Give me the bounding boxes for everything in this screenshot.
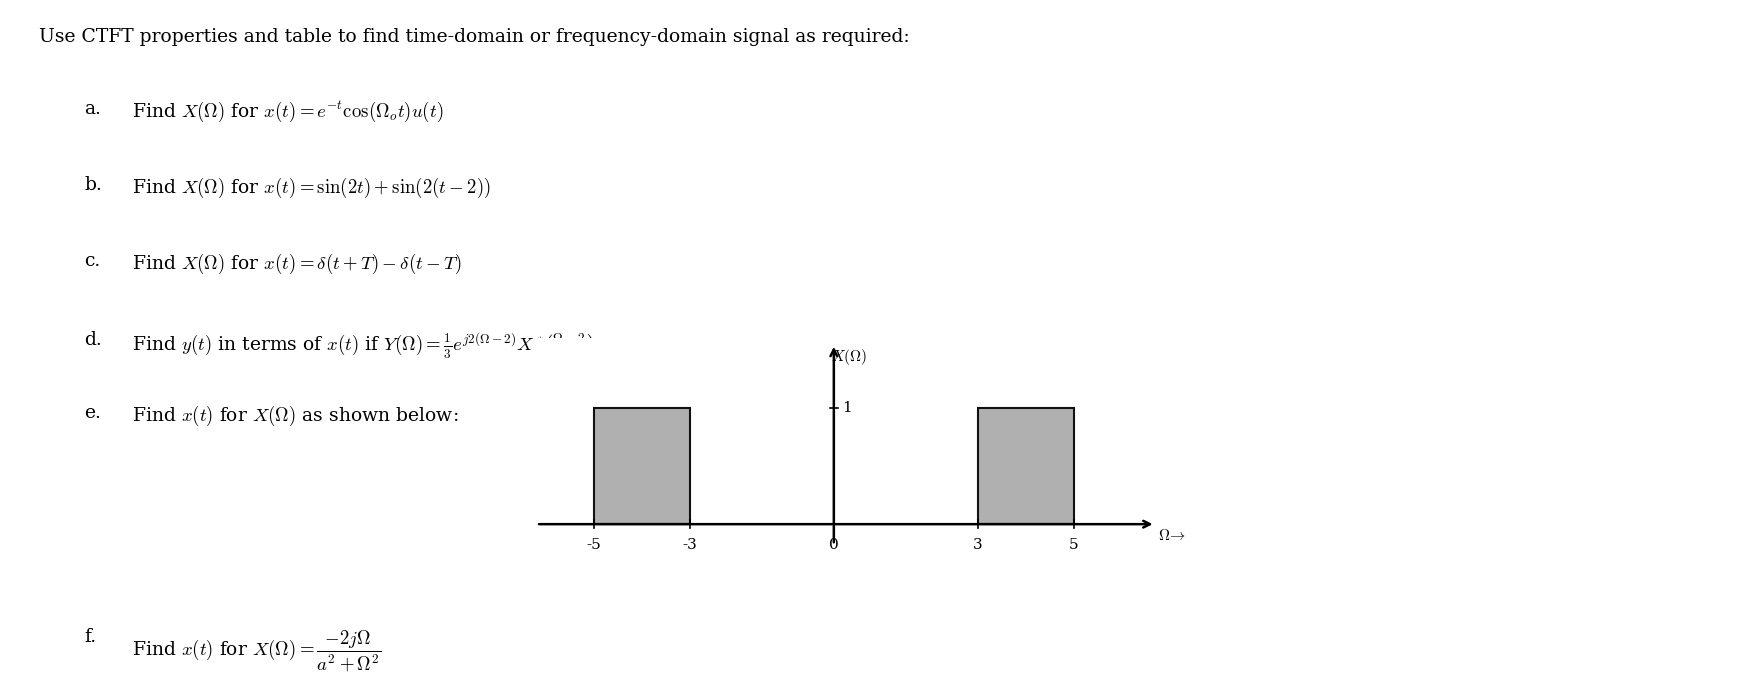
- Text: Find $X(\Omega)$ for $x(t) = \sin(2t) + \sin(2(t-2))$: Find $X(\Omega)$ for $x(t) = \sin(2t) + …: [132, 176, 490, 200]
- Text: 0: 0: [829, 538, 838, 552]
- Text: b.: b.: [84, 176, 102, 194]
- Text: Use CTFT properties and table to find time-domain or frequency-domain signal as : Use CTFT properties and table to find ti…: [39, 28, 908, 46]
- Text: 1: 1: [842, 401, 852, 415]
- Text: e.: e.: [84, 404, 102, 422]
- Text: d.: d.: [84, 331, 102, 349]
- Text: $\Omega\!\rightarrow$: $\Omega\!\rightarrow$: [1158, 528, 1184, 542]
- Text: Find $x(t)$ for $X(\Omega)$ as shown below:: Find $x(t)$ for $X(\Omega)$ as shown bel…: [132, 404, 459, 428]
- Text: -5: -5: [587, 538, 601, 552]
- Text: Find $x(t)$ for $X(\Omega) = \dfrac{-2j\Omega}{a^2+\Omega^2}$: Find $x(t)$ for $X(\Omega) = \dfrac{-2j\…: [132, 628, 381, 673]
- Text: a.: a.: [84, 100, 102, 118]
- Text: -3: -3: [682, 538, 698, 552]
- Text: Find $X(\Omega)$ for $x(t) = \delta(t+T) - \delta(t-T)$: Find $X(\Omega)$ for $x(t) = \delta(t+T)…: [132, 252, 462, 276]
- Text: Find $y(t)$ in terms of $x(t)$ if $Y(\Omega) = \frac{1}{3}e^{j2(\Omega-2)}X^*\!\: Find $y(t)$ in terms of $x(t)$ if $Y(\Om…: [132, 331, 594, 362]
- Bar: [594, 408, 689, 524]
- Text: f.: f.: [84, 628, 97, 646]
- Text: $X(\Omega)$: $X(\Omega)$: [831, 347, 866, 367]
- Bar: [977, 408, 1074, 524]
- Text: 5: 5: [1068, 538, 1079, 552]
- Text: Find $X(\Omega)$ for $x(t) = e^{-t}\cos(\Omega_o t)u(t)$: Find $X(\Omega)$ for $x(t) = e^{-t}\cos(…: [132, 100, 443, 124]
- Text: 3: 3: [972, 538, 982, 552]
- Text: c.: c.: [84, 252, 100, 270]
